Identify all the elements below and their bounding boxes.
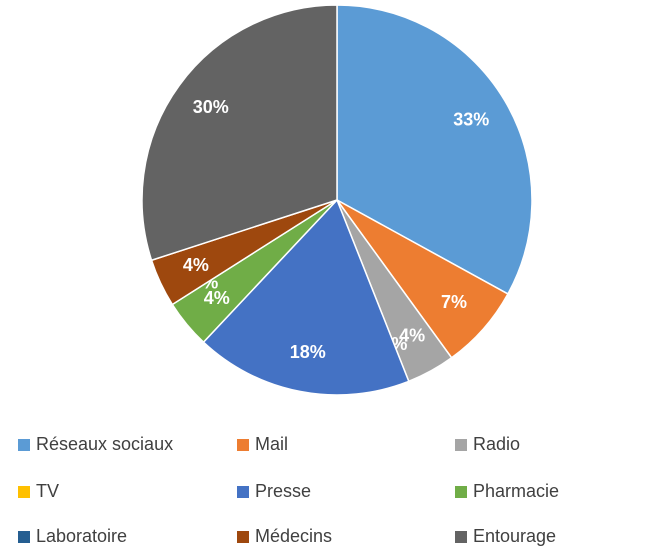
legend-swatch xyxy=(18,486,30,498)
pie-slice xyxy=(141,4,338,262)
pie-slice xyxy=(336,4,533,295)
legend-label: Médecins xyxy=(255,526,332,546)
legend-swatch xyxy=(237,531,249,543)
legend-label: Réseaux sociaux xyxy=(36,434,173,454)
legend-swatch xyxy=(455,486,467,498)
legend-label: Entourage xyxy=(473,526,556,546)
data-label: 18% xyxy=(290,342,326,362)
legend-label: Pharmacie xyxy=(473,481,559,501)
legend-label: Presse xyxy=(255,481,311,501)
data-label: 30% xyxy=(193,97,229,117)
legend-swatch xyxy=(18,531,30,543)
data-label: 4% xyxy=(183,255,209,275)
legend-swatch xyxy=(237,486,249,498)
legend-label: Mail xyxy=(255,434,288,454)
legend-label: Laboratoire xyxy=(36,526,127,546)
data-label: 4% xyxy=(204,288,230,308)
legend-label: Radio xyxy=(473,434,520,454)
data-label: 7% xyxy=(441,292,467,312)
legend-swatch xyxy=(455,531,467,543)
legend-swatch xyxy=(455,439,467,451)
legend-swatch xyxy=(237,439,249,451)
data-label: 33% xyxy=(453,109,489,129)
data-label: 4% xyxy=(399,325,425,345)
legend-label: TV xyxy=(36,481,59,501)
pie-slice xyxy=(202,198,410,396)
legend-swatch xyxy=(18,439,30,451)
